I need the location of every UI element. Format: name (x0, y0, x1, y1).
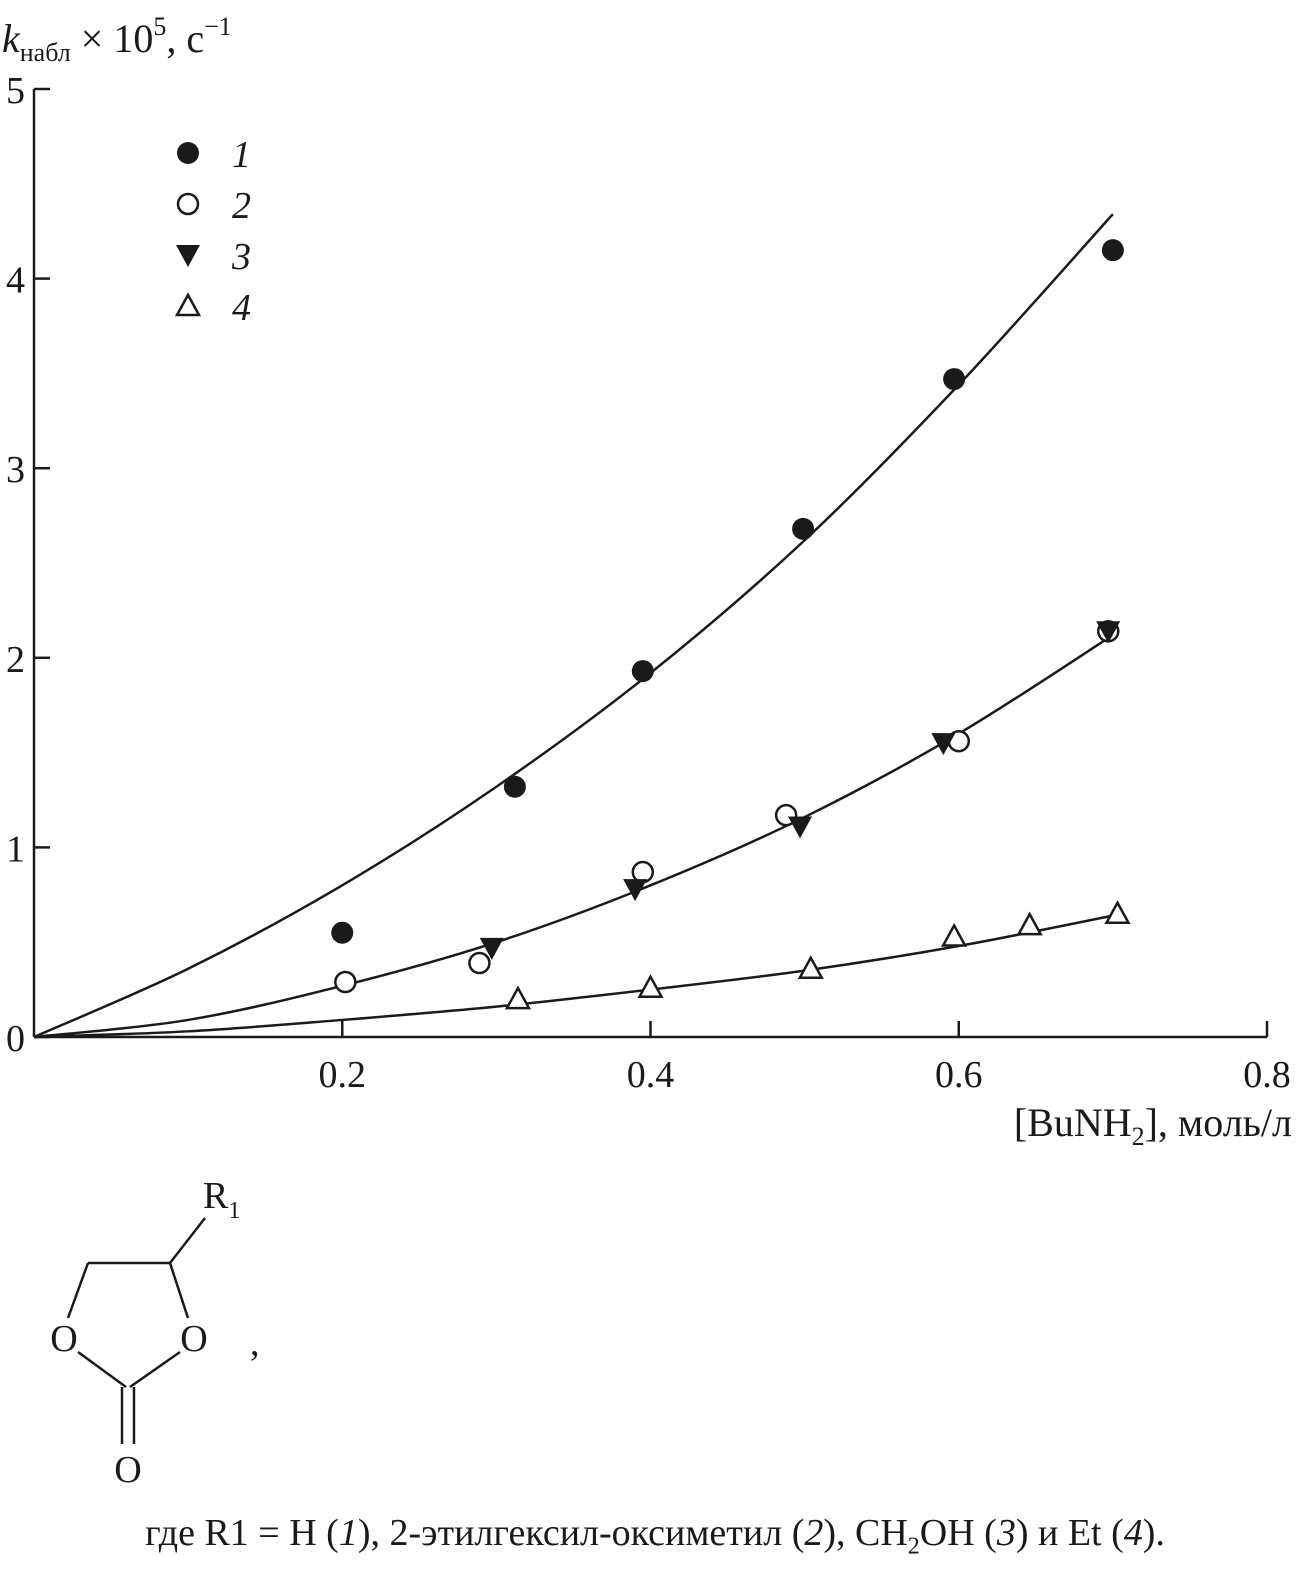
legend-label: 3 (231, 236, 251, 278)
bond-ring-left (66, 1262, 90, 1319)
data-point-series-1 (503, 775, 526, 798)
bond-o-left-c (77, 1350, 127, 1389)
legend-label: 4 (232, 287, 251, 329)
data-point-series-3 (1096, 621, 1121, 644)
data-point-series-2 (334, 970, 357, 994)
data-point-series-4 (504, 985, 532, 1010)
fit-curve-series-4 (33, 914, 1114, 1039)
legend-label: 1 (232, 134, 251, 176)
data-point-series-1 (331, 921, 354, 944)
ring-oxygen-left: O (50, 1318, 77, 1360)
caption: где R1 = H (1), 2-этилгексил-оксиметил (… (145, 1512, 1165, 1560)
data-point-series-3 (931, 733, 956, 756)
legend-marker-3 (176, 245, 200, 267)
structure-comma: , (250, 1322, 260, 1364)
legend: 1 2 3 4 (174, 134, 251, 329)
x-axis-label: [BuNH2], моль/л (1014, 1100, 1292, 1151)
bond-ring-right (168, 1262, 190, 1319)
legend-marker-2 (176, 192, 200, 216)
y-tick-label: 3 (6, 449, 25, 491)
legend-marker-4 (174, 292, 202, 317)
data-point-series-1 (943, 368, 966, 391)
substituent-label: R1 (203, 1175, 240, 1224)
fit-curves (33, 213, 1114, 1039)
y-tick-label: 2 (6, 639, 25, 681)
cyclic-carbonate-structure: R1 O O O , (50, 1175, 259, 1491)
y-tick-label: 5 (6, 70, 25, 112)
data-point-series-2 (631, 860, 655, 884)
y-tick-label: 1 (6, 828, 25, 870)
data-points (331, 239, 1131, 1010)
x-tick-label: 0.8 (1243, 1054, 1291, 1096)
y-tick-label: 4 (6, 260, 25, 302)
fit-curve-series-2 (33, 633, 1114, 1039)
data-point-series-4 (1016, 911, 1043, 936)
data-point-series-3 (479, 937, 504, 960)
bond-o-right-c (129, 1350, 181, 1389)
chart: 0 1 2 3 4 5 0.2 0.4 0.6 0.8 1 2 3 4 kнабл × 105, с−1… (2, 12, 1292, 1151)
data-point-series-4 (637, 974, 664, 998)
y-axis-label: kнабл × 105, с−1 (2, 12, 232, 67)
legend-label: 2 (232, 185, 251, 227)
data-point-series-1 (1101, 239, 1124, 262)
x-tick-label: 0.4 (627, 1054, 675, 1096)
fit-curve-series-1 (33, 213, 1114, 1039)
ring-oxygen-right: O (180, 1318, 207, 1360)
data-point-series-1 (631, 660, 654, 683)
x-tick-label: 0.2 (319, 1054, 367, 1096)
data-point-series-2 (468, 951, 491, 975)
data-point-series-3 (623, 879, 648, 902)
carbonyl-oxygen: O (114, 1449, 141, 1491)
data-point-series-1 (792, 517, 815, 540)
data-point-series-4 (1104, 900, 1131, 925)
bond-to-substituent (169, 1217, 206, 1264)
legend-marker-1 (177, 142, 199, 164)
data-point-series-4 (941, 922, 968, 947)
data-point-series-4 (797, 955, 824, 979)
figure: 0 1 2 3 4 5 0.2 0.4 0.6 0.8 1 2 3 4 kнабл × 105, с−1… (2, 12, 1292, 1491)
ticks: 0 1 2 3 4 5 0.2 0.4 0.6 0.8 (6, 70, 1291, 1096)
x-tick-label: 0.6 (935, 1054, 983, 1096)
data-point-series-3 (788, 816, 813, 839)
y-tick-label: 0 (6, 1018, 25, 1060)
